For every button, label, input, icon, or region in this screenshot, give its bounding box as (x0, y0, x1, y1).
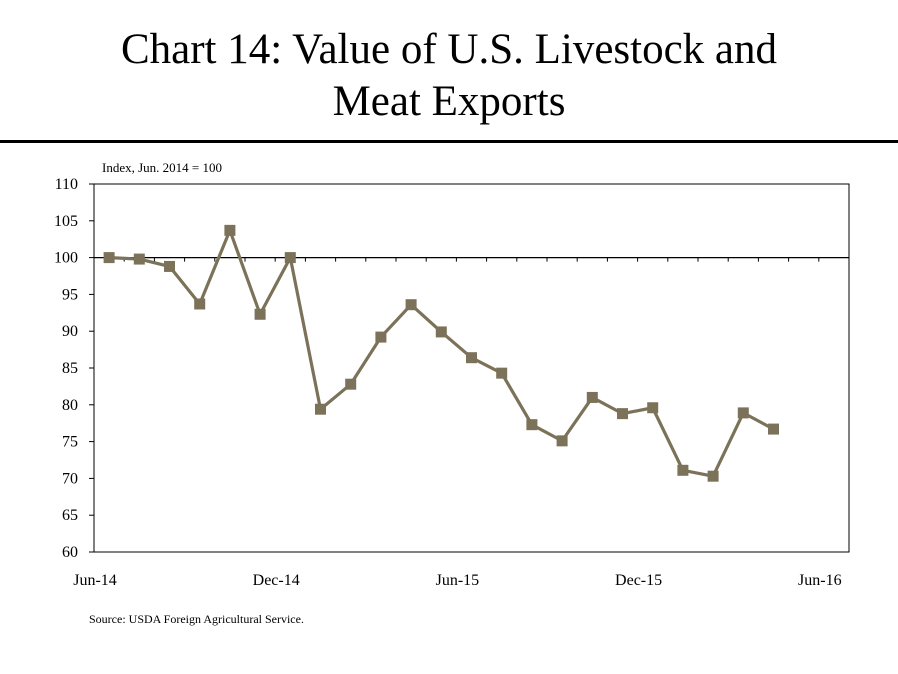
data-point (737, 407, 749, 419)
data-point (707, 470, 719, 482)
data-point (466, 352, 477, 364)
y-tick-label: 90 (62, 323, 78, 340)
data-point (556, 435, 568, 447)
data-point (254, 308, 266, 320)
y-tick-label: 75 (62, 434, 78, 451)
plot-frame (93, 183, 850, 553)
title-divider (0, 140, 898, 143)
x-tick-label: Dec-15 (615, 572, 662, 589)
series-line (109, 228, 775, 478)
chart-title: Chart 14: Value of U.S. Livestock and Me… (0, 24, 898, 128)
data-point (345, 378, 357, 390)
y-tick-label: 70 (62, 470, 78, 487)
y-tick-label: 105 (54, 213, 78, 230)
data-point (194, 298, 206, 310)
x-tick-label: Jun-14 (73, 572, 117, 589)
data-point (284, 252, 296, 264)
x-tick-label: Dec-14 (253, 572, 300, 589)
data-point (133, 253, 145, 265)
data-point (315, 403, 326, 415)
data-point (677, 464, 689, 476)
y-tick-label: 110 (55, 176, 78, 193)
data-point (164, 260, 175, 272)
y-tick-label: 60 (62, 544, 78, 561)
y-tick-label: 80 (62, 397, 78, 414)
data-point (496, 367, 508, 379)
source-note: Source: USDA Foreign Agricultural Servic… (89, 612, 304, 626)
data-point (617, 408, 628, 420)
y-axis-label: Index, Jun. 2014 = 100 (102, 160, 222, 175)
data-point (224, 224, 236, 236)
y-tick-label: 100 (54, 250, 78, 267)
x-tick-label: Jun-16 (798, 572, 842, 589)
y-tick-label: 95 (62, 286, 78, 303)
data-point (435, 326, 447, 338)
data-point (586, 391, 598, 403)
chart-title-line-2: Meat Exports (332, 78, 566, 125)
data-point (103, 252, 115, 264)
y-tick-label: 85 (62, 360, 78, 377)
x-tick-label: Jun-15 (436, 572, 480, 589)
data-point (647, 402, 659, 414)
data-point (405, 299, 417, 311)
chart-title-line-1: Chart 14: Value of U.S. Livestock and (120, 26, 778, 73)
y-tick-label: 65 (62, 507, 78, 524)
data-point (526, 419, 538, 431)
data-point (375, 331, 387, 343)
data-point (768, 423, 779, 435)
